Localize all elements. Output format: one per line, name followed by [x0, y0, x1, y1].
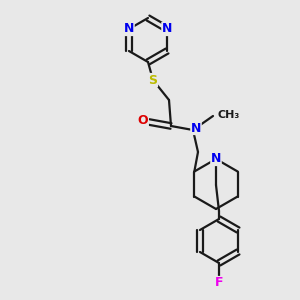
Text: N: N: [124, 22, 134, 35]
Text: N: N: [191, 122, 201, 134]
Text: N: N: [211, 152, 221, 166]
Text: S: S: [148, 74, 158, 86]
Text: O: O: [138, 115, 148, 128]
Text: F: F: [215, 277, 223, 290]
Text: N: N: [162, 22, 172, 35]
Text: CH₃: CH₃: [217, 110, 239, 120]
